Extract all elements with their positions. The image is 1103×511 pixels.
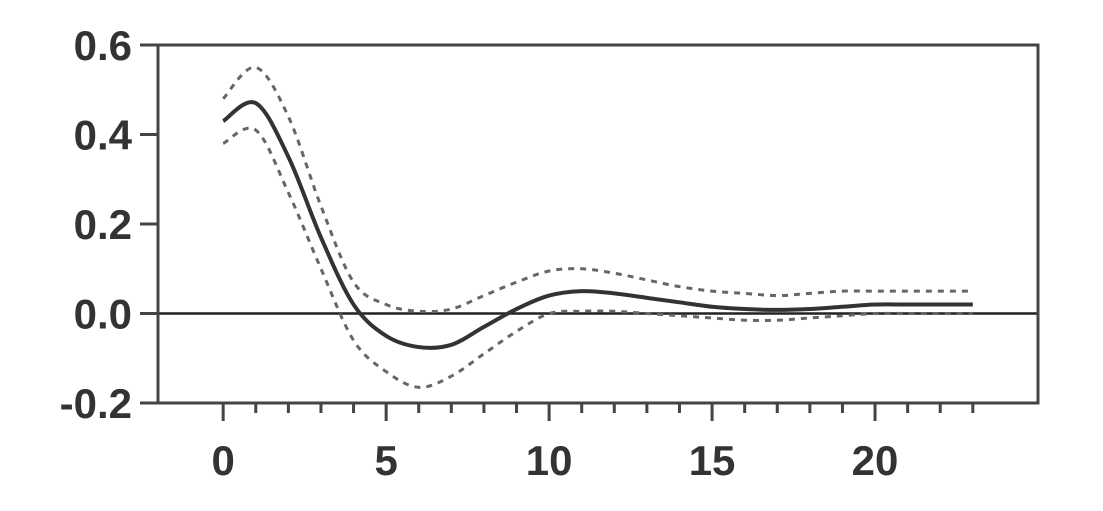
x-tick-label: 20 xyxy=(852,437,899,484)
x-tick-label: 15 xyxy=(689,437,736,484)
series-line-upper-bound xyxy=(222,65,973,314)
series-line-lower-bound xyxy=(222,126,973,389)
y-tick-label: 0.6 xyxy=(74,22,132,69)
y-tick-label: 0.4 xyxy=(74,112,133,159)
x-axis: 0 5 10 15 20 xyxy=(212,403,975,484)
x-tick-label: 0 xyxy=(212,437,235,484)
series-lines xyxy=(222,65,973,389)
y-tick-label: -0.2 xyxy=(60,380,132,427)
y-axis: -0.2 0.0 0.2 0.4 0.6 xyxy=(60,22,158,427)
series-line-estimate xyxy=(222,100,973,350)
y-tick-label: 0.0 xyxy=(74,291,132,338)
x-tick-label: 5 xyxy=(374,437,397,484)
x-tick-label: 10 xyxy=(526,437,573,484)
plot-frame xyxy=(156,43,1040,405)
y-tick-label: 0.2 xyxy=(74,201,132,248)
